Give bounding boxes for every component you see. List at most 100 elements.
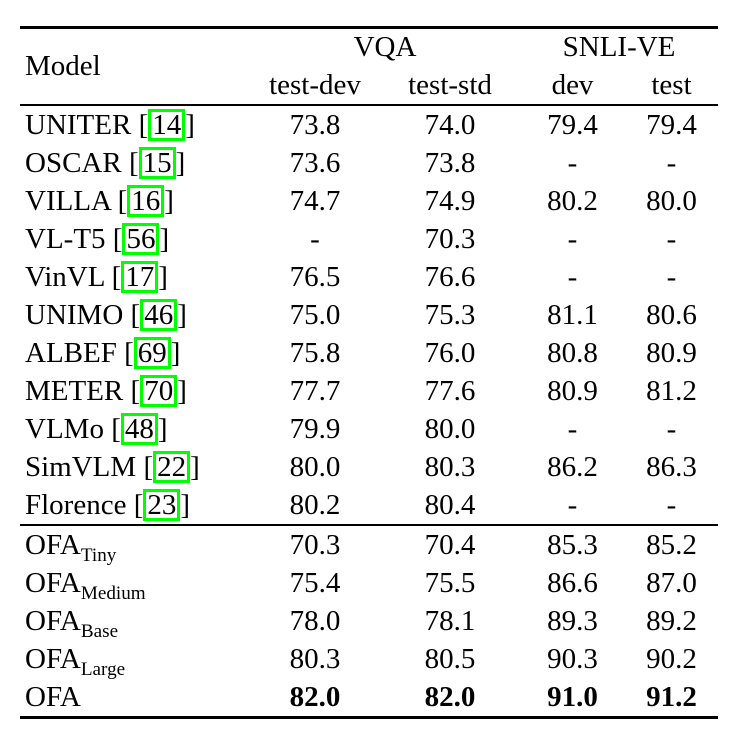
metric-value-cell: 76.0 [424, 336, 476, 369]
snli-ve-group-header: SNLI-VE [562, 31, 676, 63]
test-std-column-header: test-std [408, 68, 492, 101]
metric-value-cell: 73.6 [289, 146, 341, 179]
header-group-row: Model VQA SNLI-VE [20, 28, 718, 82]
metric-value-cell: 70.3 [424, 222, 476, 255]
table-row: UNITER [14] 73.8 74.0 79.4 79.4 [20, 105, 718, 144]
citation-link[interactable]: 46 [140, 298, 178, 332]
table-row: UNIMO [46] 75.0 75.3 81.1 80.6 [20, 296, 718, 334]
model-name-cell: OFA [25, 680, 81, 713]
metric-value-cell: - [666, 222, 677, 255]
metric-value-cell: 81.2 [646, 374, 697, 407]
model-name-cell: OFABase [25, 604, 119, 642]
metric-value-cell: 75.4 [289, 566, 341, 599]
metric-value-cell: 80.2 [289, 488, 341, 521]
metric-value-cell: - [567, 146, 578, 179]
metric-value-cell: 75.3 [424, 298, 476, 331]
paper-table-page: Model VQA SNLI-VE test-dev test-std dev … [20, 26, 719, 719]
metric-value-cell: 73.8 [289, 108, 341, 141]
metric-value-cell: - [666, 146, 677, 179]
table-row: Florence [23] 80.2 80.4 - - [20, 486, 718, 525]
metric-value-cell: 80.8 [547, 336, 598, 369]
metric-value-cell: 75.5 [424, 566, 476, 599]
table-row: OFATiny 70.3 70.4 85.3 85.2 [20, 525, 718, 566]
metric-value-cell: 80.3 [289, 642, 341, 675]
metric-value-cell: 87.0 [646, 566, 697, 599]
model-name-cell: UNITER [14] [25, 108, 195, 142]
metric-value-cell: 77.6 [424, 374, 476, 407]
model-name-cell: OFAMedium [25, 566, 146, 604]
model-name-cell: ALBEF [69] [25, 336, 181, 370]
model-name-cell: OFATiny [25, 528, 117, 566]
model-name-cell: UNIMO [46] [25, 298, 187, 332]
citation-link[interactable]: 69 [133, 336, 171, 370]
metric-value-cell: - [567, 488, 578, 521]
metric-value-cell: - [666, 260, 677, 293]
model-name-cell: VL-T5 [56] [25, 222, 170, 256]
model-name-cell: SimVLM [22] [25, 450, 200, 484]
metric-value-cell: 74.0 [424, 108, 476, 141]
metric-value-cell: 80.9 [646, 336, 697, 369]
metric-value-cell: - [666, 412, 677, 445]
citation-link[interactable]: 22 [153, 450, 191, 484]
model-size-subscript: Base [80, 620, 119, 642]
metric-value-cell: 89.2 [646, 604, 697, 637]
metric-value-cell: 82.0 [289, 680, 341, 713]
results-table: Model VQA SNLI-VE test-dev test-std dev … [20, 26, 719, 719]
table-row: VL-T5 [56] - 70.3 - - [20, 220, 718, 258]
model-name-cell: Florence [23] [25, 488, 191, 522]
metric-value-cell: 74.9 [424, 184, 476, 217]
citation-link[interactable]: 23 [143, 488, 181, 522]
metric-value-cell: 76.5 [289, 260, 341, 293]
metric-value-cell: 80.6 [646, 298, 697, 331]
metric-value-cell: - [567, 222, 578, 255]
metric-value-cell: 91.2 [646, 680, 697, 713]
model-name-cell: METER [70] [25, 374, 187, 408]
table-row: OSCAR [15] 73.6 73.8 - - [20, 144, 718, 182]
metric-value-cell: 85.2 [646, 528, 697, 561]
table-row: OFA 82.0 82.0 91.0 91.2 [20, 678, 718, 718]
citation-link[interactable]: 56 [122, 222, 160, 256]
table-row: ALBEF [69] 75.8 76.0 80.8 80.9 [20, 334, 718, 372]
metric-value-cell: 86.6 [547, 566, 598, 599]
citation-link[interactable]: 16 [127, 184, 165, 218]
model-name-cell: OFALarge [25, 642, 126, 680]
metric-value-cell: - [567, 412, 578, 445]
model-name-cell: OSCAR [15] [25, 146, 186, 180]
header-subcolumn-row: test-dev test-std dev test [20, 66, 718, 105]
metric-value-cell: 86.2 [547, 450, 598, 483]
model-name-cell: VinVL [17] [25, 260, 168, 294]
metric-value-cell: 78.0 [289, 604, 341, 637]
metric-value-cell: 80.2 [547, 184, 598, 217]
model-size-subscript: Large [80, 658, 126, 680]
test-dev-column-header: test-dev [269, 68, 361, 101]
metric-value-cell: - [666, 488, 677, 521]
metric-value-cell: 90.2 [646, 642, 697, 675]
table-row: OFABase 78.0 78.1 89.3 89.2 [20, 602, 718, 642]
table-row: VLMo [48] 79.9 80.0 - - [20, 410, 718, 448]
citation-link[interactable]: 48 [120, 412, 158, 446]
metric-value-cell: 70.4 [424, 528, 476, 561]
metric-value-cell: 89.3 [547, 604, 598, 637]
table-row: VinVL [17] 76.5 76.6 - - [20, 258, 718, 296]
metric-value-cell: 77.7 [289, 374, 341, 407]
metric-value-cell: - [310, 222, 320, 255]
ofa-models-section: OFATiny 70.3 70.4 85.3 85.2 OFAMedium 75.4 75.5… [20, 525, 719, 718]
metric-value-cell: 86.3 [646, 450, 697, 483]
model-size-subscript: Medium [80, 582, 146, 604]
metric-value-cell: 80.5 [424, 642, 476, 675]
metric-value-cell: 80.0 [424, 412, 476, 445]
citation-link[interactable]: 15 [138, 146, 176, 180]
citation-link[interactable]: 70 [140, 374, 178, 408]
table-row: METER [70] 77.7 77.6 80.9 81.2 [20, 372, 718, 410]
metric-value-cell: 76.6 [424, 260, 476, 293]
table-row: OFALarge 80.3 80.5 90.3 90.2 [20, 640, 718, 680]
metric-value-cell: 73.8 [424, 146, 476, 179]
model-name-cell: VILLA [16] [25, 184, 174, 218]
citation-link[interactable]: 17 [121, 260, 159, 294]
metric-value-cell: 80.3 [424, 450, 476, 483]
test-column-header: test [651, 68, 692, 101]
citation-link[interactable]: 14 [148, 108, 186, 142]
metric-value-cell: 80.0 [289, 450, 341, 483]
metric-value-cell: 80.4 [424, 488, 476, 521]
dev-column-header: dev [551, 68, 594, 101]
